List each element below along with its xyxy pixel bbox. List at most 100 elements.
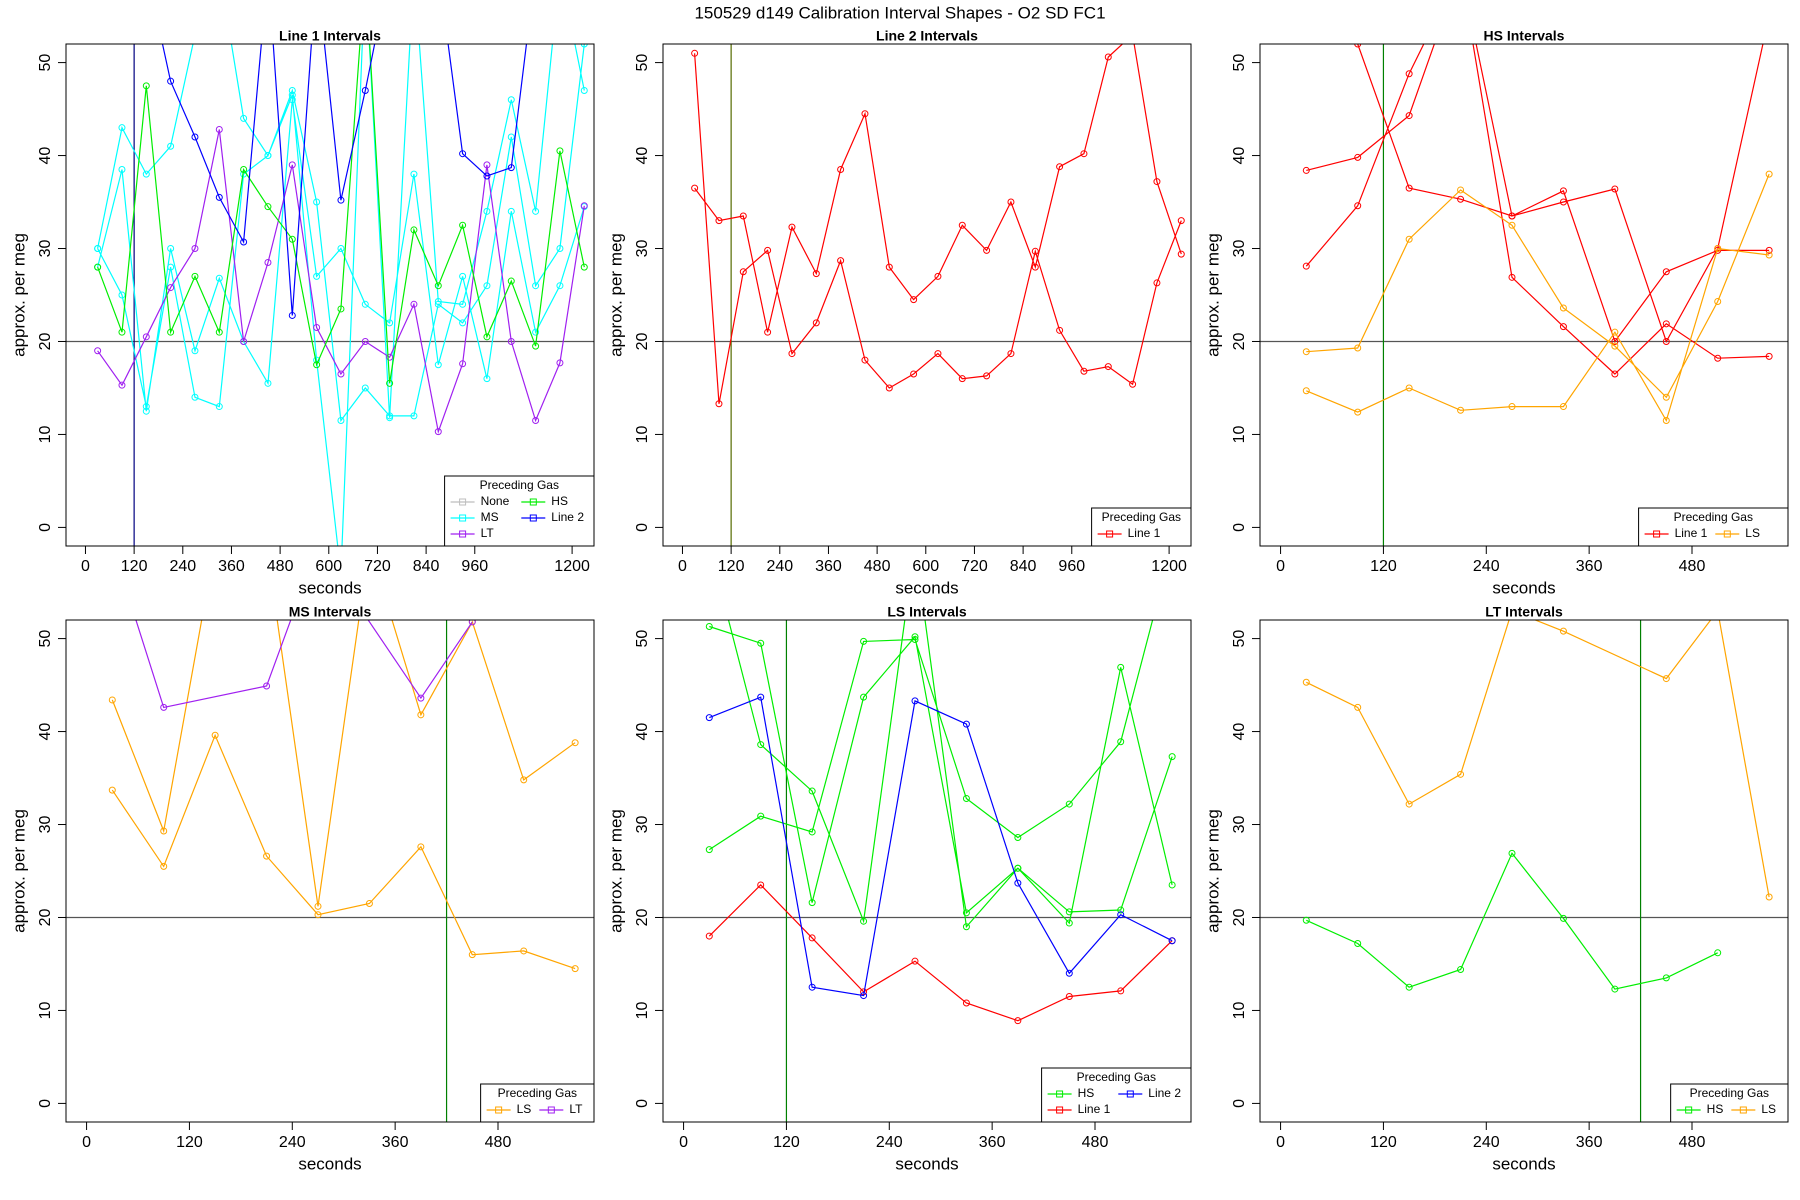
legend-swatch-marker [459, 514, 467, 522]
data-point [417, 843, 425, 851]
data-point [417, 711, 425, 719]
data-point [459, 360, 467, 368]
data-point [1714, 949, 1722, 957]
data-point [118, 291, 126, 299]
data-point [911, 957, 919, 965]
data-point [1714, 298, 1722, 306]
series-line [111, 620, 576, 970]
data-point [1457, 195, 1465, 203]
data-point [361, 300, 369, 308]
data-point [962, 923, 970, 931]
y-tick-label: 30 [37, 816, 54, 834]
data-point [1080, 367, 1088, 375]
data-point [240, 337, 248, 345]
data-point [1611, 985, 1619, 993]
data-point [934, 272, 942, 280]
data-point [1153, 279, 1161, 287]
data-point [118, 381, 126, 389]
data-point [1559, 198, 1567, 206]
legend-label: Line 2 [551, 510, 584, 524]
x-tick-label: 240 [876, 1134, 903, 1151]
series-line [135, 620, 473, 709]
x-tick-label: 1200 [554, 558, 590, 575]
x-tick-label: 0 [1276, 1134, 1285, 1151]
data-point [764, 246, 772, 254]
data-point [934, 350, 942, 358]
panel-title: HS Intervals [1484, 28, 1565, 44]
data-point [911, 636, 919, 644]
data-point [313, 272, 321, 280]
data-point [507, 164, 515, 172]
data-point [434, 298, 442, 306]
x-tick-label: 360 [815, 558, 842, 575]
data-point [571, 965, 579, 973]
data-point [739, 212, 747, 220]
data-point [1508, 212, 1516, 220]
data-point [94, 245, 102, 253]
data-point [556, 282, 564, 290]
data-point [962, 999, 970, 1007]
data-point [1765, 893, 1773, 901]
series-line [1305, 44, 1770, 375]
data-point [580, 202, 588, 210]
y-tick-label: 30 [1231, 816, 1248, 834]
data-point [1508, 273, 1516, 281]
y-axis-label: approx. per meg [1203, 233, 1222, 357]
x-tick-label: 1200 [1151, 558, 1187, 575]
data-point [1508, 849, 1516, 857]
legend-swatch-marker [529, 514, 537, 522]
data-point [167, 284, 175, 292]
data-point [337, 370, 345, 378]
data-point [705, 846, 713, 854]
legend-box [1041, 1067, 1192, 1123]
data-point [337, 305, 345, 313]
data-point [507, 337, 515, 345]
data-point [118, 124, 126, 132]
legend-label: LS [517, 1102, 532, 1116]
data-point [1714, 354, 1722, 362]
data-point [142, 82, 150, 90]
data-point [532, 342, 540, 350]
y-tick-label: 10 [1231, 1001, 1248, 1019]
data-point [580, 86, 588, 94]
data-point [1354, 940, 1362, 948]
data-point [483, 161, 491, 169]
data-point [757, 741, 765, 749]
data-point [434, 361, 442, 369]
legend-title: Preceding Gas [1102, 510, 1181, 524]
x-tick-label: 0 [679, 1134, 688, 1151]
legend-label: LT [481, 526, 495, 540]
y-tick-label: 20 [634, 332, 651, 350]
data-point [108, 786, 116, 794]
data-point [1559, 323, 1567, 331]
data-point [1014, 834, 1022, 842]
data-point [1177, 217, 1185, 225]
data-point [191, 272, 199, 280]
data-point [1354, 44, 1362, 48]
data-point [1559, 914, 1567, 922]
data-point [1117, 663, 1125, 671]
data-point [837, 257, 845, 265]
legend-title: Preceding Gas [1077, 1070, 1156, 1084]
data-point [983, 372, 991, 380]
data-point [1611, 185, 1619, 193]
data-point [571, 739, 579, 747]
legend-box [1670, 1083, 1789, 1123]
data-point [288, 235, 296, 243]
data-point [1302, 916, 1310, 924]
panel-title: Line 1 Intervals [279, 28, 381, 44]
data-point [520, 776, 528, 784]
data-point [1662, 320, 1670, 328]
data-point [691, 49, 699, 57]
x-tick-label: 600 [315, 558, 342, 575]
data-point [1354, 408, 1362, 416]
data-point [1014, 1017, 1022, 1025]
data-point [1765, 352, 1773, 360]
data-point [532, 328, 540, 336]
data-point [1457, 186, 1465, 194]
data-point [1065, 969, 1073, 977]
data-point [1714, 245, 1722, 253]
data-point [483, 172, 491, 180]
data-point [1031, 247, 1039, 255]
data-point [860, 917, 868, 925]
